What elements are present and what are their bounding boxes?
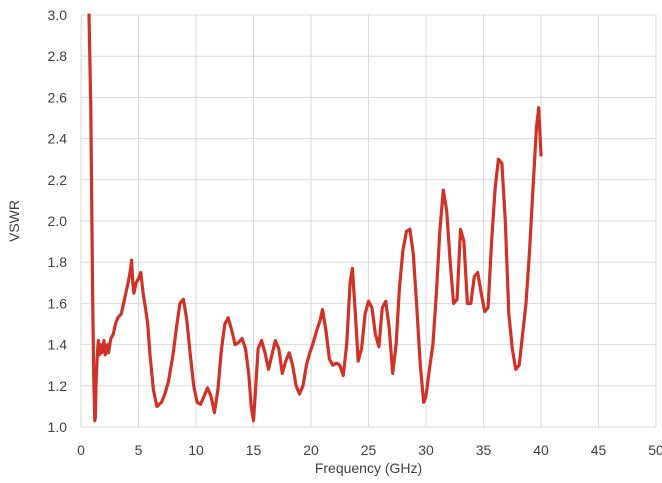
x-tick-label: 35 xyxy=(476,442,492,458)
x-tick-label: 0 xyxy=(77,442,85,458)
y-tick-label: 1.2 xyxy=(48,378,68,394)
y-tick-label: 1.8 xyxy=(48,254,68,270)
y-tick-label: 1.0 xyxy=(48,419,68,435)
x-tick-label: 10 xyxy=(188,442,204,458)
x-tick-label: 25 xyxy=(361,442,377,458)
x-tick-label: 50 xyxy=(648,442,662,458)
series-layer xyxy=(87,13,543,423)
x-tick-label: 15 xyxy=(246,442,262,458)
x-tick-label: 30 xyxy=(418,442,434,458)
y-tick-label: 1.6 xyxy=(48,295,68,311)
tick-labels: 0 5 10 15 20 25 30 35 40 45 50 1.0 1.2 1.4 1.6 1.8 2.0 2.… xyxy=(48,7,662,458)
x-axis-label: Frequency (GHz) xyxy=(315,460,422,476)
grid-lines xyxy=(80,14,657,428)
x-tick-label: 45 xyxy=(591,442,607,458)
y-axis-label: VSWR xyxy=(6,200,22,242)
y-tick-label: 3.0 xyxy=(48,7,68,23)
x-tick-label: 40 xyxy=(533,442,549,458)
y-tick-label: 2.8 xyxy=(48,48,68,64)
y-tick-label: 2.2 xyxy=(48,172,68,188)
y-tick-label: 2.4 xyxy=(48,131,68,147)
y-tick-label: 2.6 xyxy=(48,89,68,105)
x-tick-label: 20 xyxy=(303,442,319,458)
vswr-series-line xyxy=(87,13,543,423)
y-tick-label: 1.4 xyxy=(48,337,68,353)
y-tick-label: 2.0 xyxy=(48,213,68,229)
x-tick-label: 5 xyxy=(135,442,143,458)
